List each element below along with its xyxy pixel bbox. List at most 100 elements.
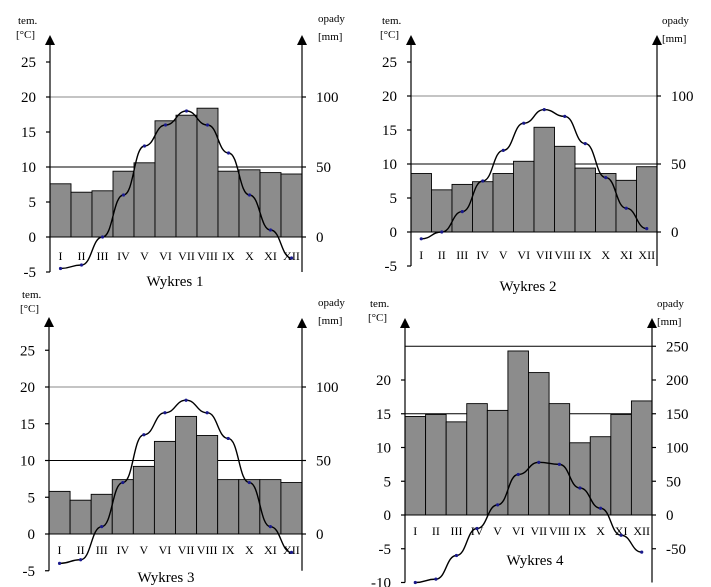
month-label: IX <box>574 524 587 538</box>
precipitation-bar <box>280 173 303 238</box>
temperature-point <box>640 550 644 554</box>
precipitation-bar <box>466 403 488 516</box>
chart-title: Wykres 4 <box>507 553 564 569</box>
precipitation-bar <box>492 173 514 233</box>
month-label: XI <box>264 543 277 557</box>
month-label: IV <box>116 543 129 557</box>
temperature-point <box>624 206 628 210</box>
precipitation-bar <box>569 442 591 516</box>
precipitation-axis-label: opady <box>318 297 345 309</box>
left-tick-label: 15 <box>20 417 35 433</box>
left-tick-label: 0 <box>28 527 36 543</box>
right-tick-label: 0 <box>316 527 324 543</box>
temperature-point <box>583 142 587 146</box>
temperature-point <box>619 533 623 537</box>
temperature-point <box>79 558 83 562</box>
precipitation-bar <box>217 170 240 238</box>
temperature-point <box>434 577 438 581</box>
temperature-point <box>419 237 423 241</box>
temperature-unit-label: [°C] <box>16 29 35 41</box>
left-tick-label: 25 <box>21 55 36 71</box>
temperature-point <box>289 256 294 260</box>
precipitation-bar <box>404 416 427 516</box>
right-tick-label: 0 <box>671 225 679 241</box>
left-tick-label: 10 <box>382 157 397 173</box>
precipitation-unit-label: [mm] <box>318 31 342 43</box>
month-label: VIII <box>549 524 570 538</box>
month-label: IX <box>222 543 235 557</box>
left-tick-label: 20 <box>376 373 391 389</box>
month-label: III <box>97 249 109 263</box>
left-tick-label: 15 <box>376 407 391 423</box>
precipitation-bar <box>153 440 176 535</box>
month-label: X <box>245 543 254 557</box>
temperature-point <box>184 398 188 402</box>
month-label: VI <box>512 524 525 538</box>
precipitation-axis-label: opady <box>662 15 689 27</box>
precipitation-bar <box>111 479 134 535</box>
left-tick-label: 10 <box>376 441 391 457</box>
left-tick-label: 25 <box>382 55 397 71</box>
precipitation-bar <box>133 162 156 238</box>
month-label: V <box>140 543 149 557</box>
month-label: III <box>456 248 468 262</box>
month-label: XII <box>633 524 650 538</box>
right-tick-label: 200 <box>666 373 689 389</box>
right-tick-label: 100 <box>316 380 339 396</box>
month-label: II <box>78 249 86 263</box>
month-label: VIII <box>554 248 575 262</box>
month-label: VII <box>536 248 553 262</box>
left-tick-label: -5 <box>379 542 392 558</box>
right-tick-label: 50 <box>316 454 331 470</box>
month-label: IX <box>222 249 235 263</box>
right-tick-label: 250 <box>666 339 689 355</box>
left-tick-label: 15 <box>382 123 397 139</box>
month-label: X <box>596 524 605 538</box>
temperature-unit-label: [°C] <box>368 312 387 324</box>
temperature-point <box>121 193 126 197</box>
precipitation-bar <box>528 372 550 516</box>
month-label: II <box>432 524 440 538</box>
temperature-point <box>501 148 505 152</box>
month-label: X <box>245 249 254 263</box>
month-label: IV <box>476 248 489 262</box>
month-label: II <box>438 248 446 262</box>
temperature-point <box>205 123 210 127</box>
left-tick-label: -5 <box>23 564 36 580</box>
temperature-axis-label: tem. <box>382 15 401 27</box>
month-label: XII <box>283 543 300 557</box>
temperature-line <box>60 110 292 270</box>
temperature-point <box>268 525 272 529</box>
temperature-point <box>226 151 231 155</box>
month-label: XII <box>638 248 655 262</box>
right-axis-arrow <box>647 318 657 328</box>
right-axis-arrow <box>297 318 307 328</box>
month-label: I <box>413 524 417 538</box>
precipitation-unit-label: [mm] <box>662 33 686 45</box>
temperature-point <box>563 114 567 118</box>
precipitation-bar <box>595 173 617 233</box>
month-label: I <box>419 248 423 262</box>
precipitation-bar <box>574 167 596 233</box>
month-label: IX <box>579 248 592 262</box>
precipitation-bar <box>451 183 473 233</box>
temperature-point <box>460 210 464 214</box>
left-tick-label: 25 <box>20 343 35 359</box>
temperature-point <box>598 506 603 510</box>
precipitation-axis-label: opady <box>318 13 345 25</box>
precipitation-axis-label: opady <box>657 298 684 310</box>
temperature-point <box>604 176 608 180</box>
temperature-unit-label: [°C] <box>380 29 399 41</box>
precipitation-bar <box>410 173 432 233</box>
temperature-point <box>142 144 147 148</box>
precipitation-bar <box>610 413 632 516</box>
right-tick-label: 150 <box>666 407 689 423</box>
temperature-point <box>537 460 541 464</box>
month-label: I <box>58 543 62 557</box>
month-label: V <box>493 524 502 538</box>
left-tick-label: 20 <box>21 90 36 106</box>
precipitation-bar <box>533 126 555 233</box>
temperature-point <box>542 108 546 112</box>
